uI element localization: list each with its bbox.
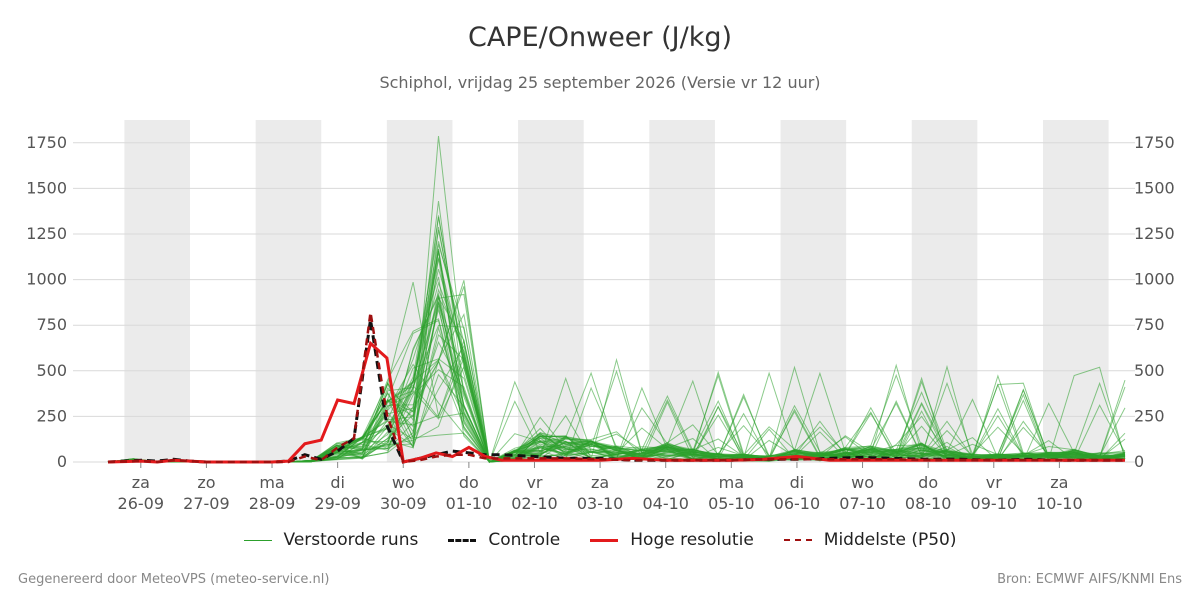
x-tick-day-label: ma (259, 473, 284, 492)
x-tick-date-label: 03-10 (577, 494, 624, 513)
x-tick-day-label: za (132, 473, 150, 492)
day-shade (649, 120, 715, 462)
legend-label-hires: Hoge resolutie (630, 530, 754, 550)
x-tick-day-label: vr (986, 473, 1002, 492)
series-line-solid-red (107, 340, 1125, 464)
x-tick-date-label: 01-10 (446, 494, 493, 513)
day-shade (518, 120, 584, 462)
x-tick-date-label: 02-10 (511, 494, 558, 513)
y-tick-label-left: 1000 (26, 270, 67, 289)
y-tick-label-left: 250 (36, 406, 67, 425)
y-tick-label-right: 0 (1134, 452, 1144, 471)
x-tick-date-label: 08-10 (905, 494, 952, 513)
legend-swatch-perturbed (243, 539, 272, 541)
x-tick-day-label: vr (526, 473, 542, 492)
y-tick-label-left: 500 (36, 361, 67, 380)
x-tick-day-label: wo (392, 473, 415, 492)
chart-subtitle: Schiphol, vrijdag 25 september 2026 (Ver… (379, 73, 821, 92)
y-tick-label-left: 1250 (26, 224, 67, 243)
chart-legend: Verstoorde runs Controle Hoge resolutie … (0, 530, 1200, 550)
x-tick-date-label: 06-10 (774, 494, 821, 513)
y-tick-label-right: 1250 (1134, 224, 1175, 243)
y-tick-label-left: 750 (36, 315, 67, 334)
x-tick-date-label: 28-09 (249, 494, 296, 513)
day-shade (255, 120, 322, 462)
legend-swatch-control (448, 538, 477, 542)
day-shade (124, 120, 191, 462)
x-tick-day-label: di (330, 473, 345, 492)
x-tick-day-label: do (459, 473, 479, 492)
y-tick-label-right: 750 (1134, 315, 1165, 334)
legend-label-median: Middelste (P50) (823, 530, 957, 550)
x-tick-date-label: 09-10 (971, 494, 1018, 513)
day-shade (780, 120, 847, 462)
x-tick-date-label: 26-09 (118, 494, 165, 513)
x-tick-day-label: do (918, 473, 938, 492)
y-tick-label-left: 1750 (26, 133, 67, 152)
x-tick-day-label: zo (197, 473, 215, 492)
x-tick-day-label: za (591, 473, 609, 492)
y-tick-label-right: 1000 (1134, 270, 1175, 289)
legend-label-control: Controle (488, 530, 561, 550)
legend-item-median[interactable]: Middelste (P50) (783, 530, 957, 550)
series-line-dashed-black (107, 319, 1125, 464)
x-tick-date-label: 04-10 (642, 494, 689, 513)
y-tick-label-right: 1500 (1134, 178, 1175, 197)
x-tick-date-label: 30-09 (380, 494, 427, 513)
y-tick-label-right: 500 (1134, 361, 1165, 380)
legend-label-perturbed: Verstoorde runs (283, 530, 419, 550)
y-tick-label-right: 250 (1134, 406, 1165, 425)
x-tick-day-label: di (790, 473, 805, 492)
footer-source: Bron: ECMWF AIFS/KNMI Ens (997, 572, 1182, 587)
legend-item-perturbed[interactable]: Verstoorde runs (243, 530, 419, 550)
x-tick-day-label: wo (851, 473, 874, 492)
x-tick-day-label: za (1050, 473, 1068, 492)
x-tick-date-label: 07-10 (839, 494, 886, 513)
x-tick-day-label: ma (719, 473, 744, 492)
footer-generated-by: Gegenereerd door MeteoVPS (meteo-service… (18, 572, 330, 587)
x-tick-date-label: 27-09 (183, 494, 230, 513)
y-tick-label-right: 1750 (1134, 133, 1175, 152)
x-tick-date-label: 10-10 (1036, 494, 1083, 513)
legend-swatch-median (783, 539, 812, 541)
series-line-dashed-darkred (107, 312, 1125, 464)
x-tick-day-label: zo (657, 473, 675, 492)
legend-item-control[interactable]: Controle (448, 530, 560, 550)
day-shade (1042, 120, 1109, 462)
x-tick-date-label: 05-10 (708, 494, 755, 513)
chart-title: CAPE/Onweer (J/kg) (467, 22, 732, 53)
legend-item-hires[interactable]: Hoge resolutie (590, 530, 754, 550)
x-tick-date-label: 29-09 (314, 494, 361, 513)
y-tick-label-left: 0 (57, 452, 67, 471)
y-tick-label-left: 1500 (26, 178, 67, 197)
legend-swatch-hires (590, 538, 619, 542)
